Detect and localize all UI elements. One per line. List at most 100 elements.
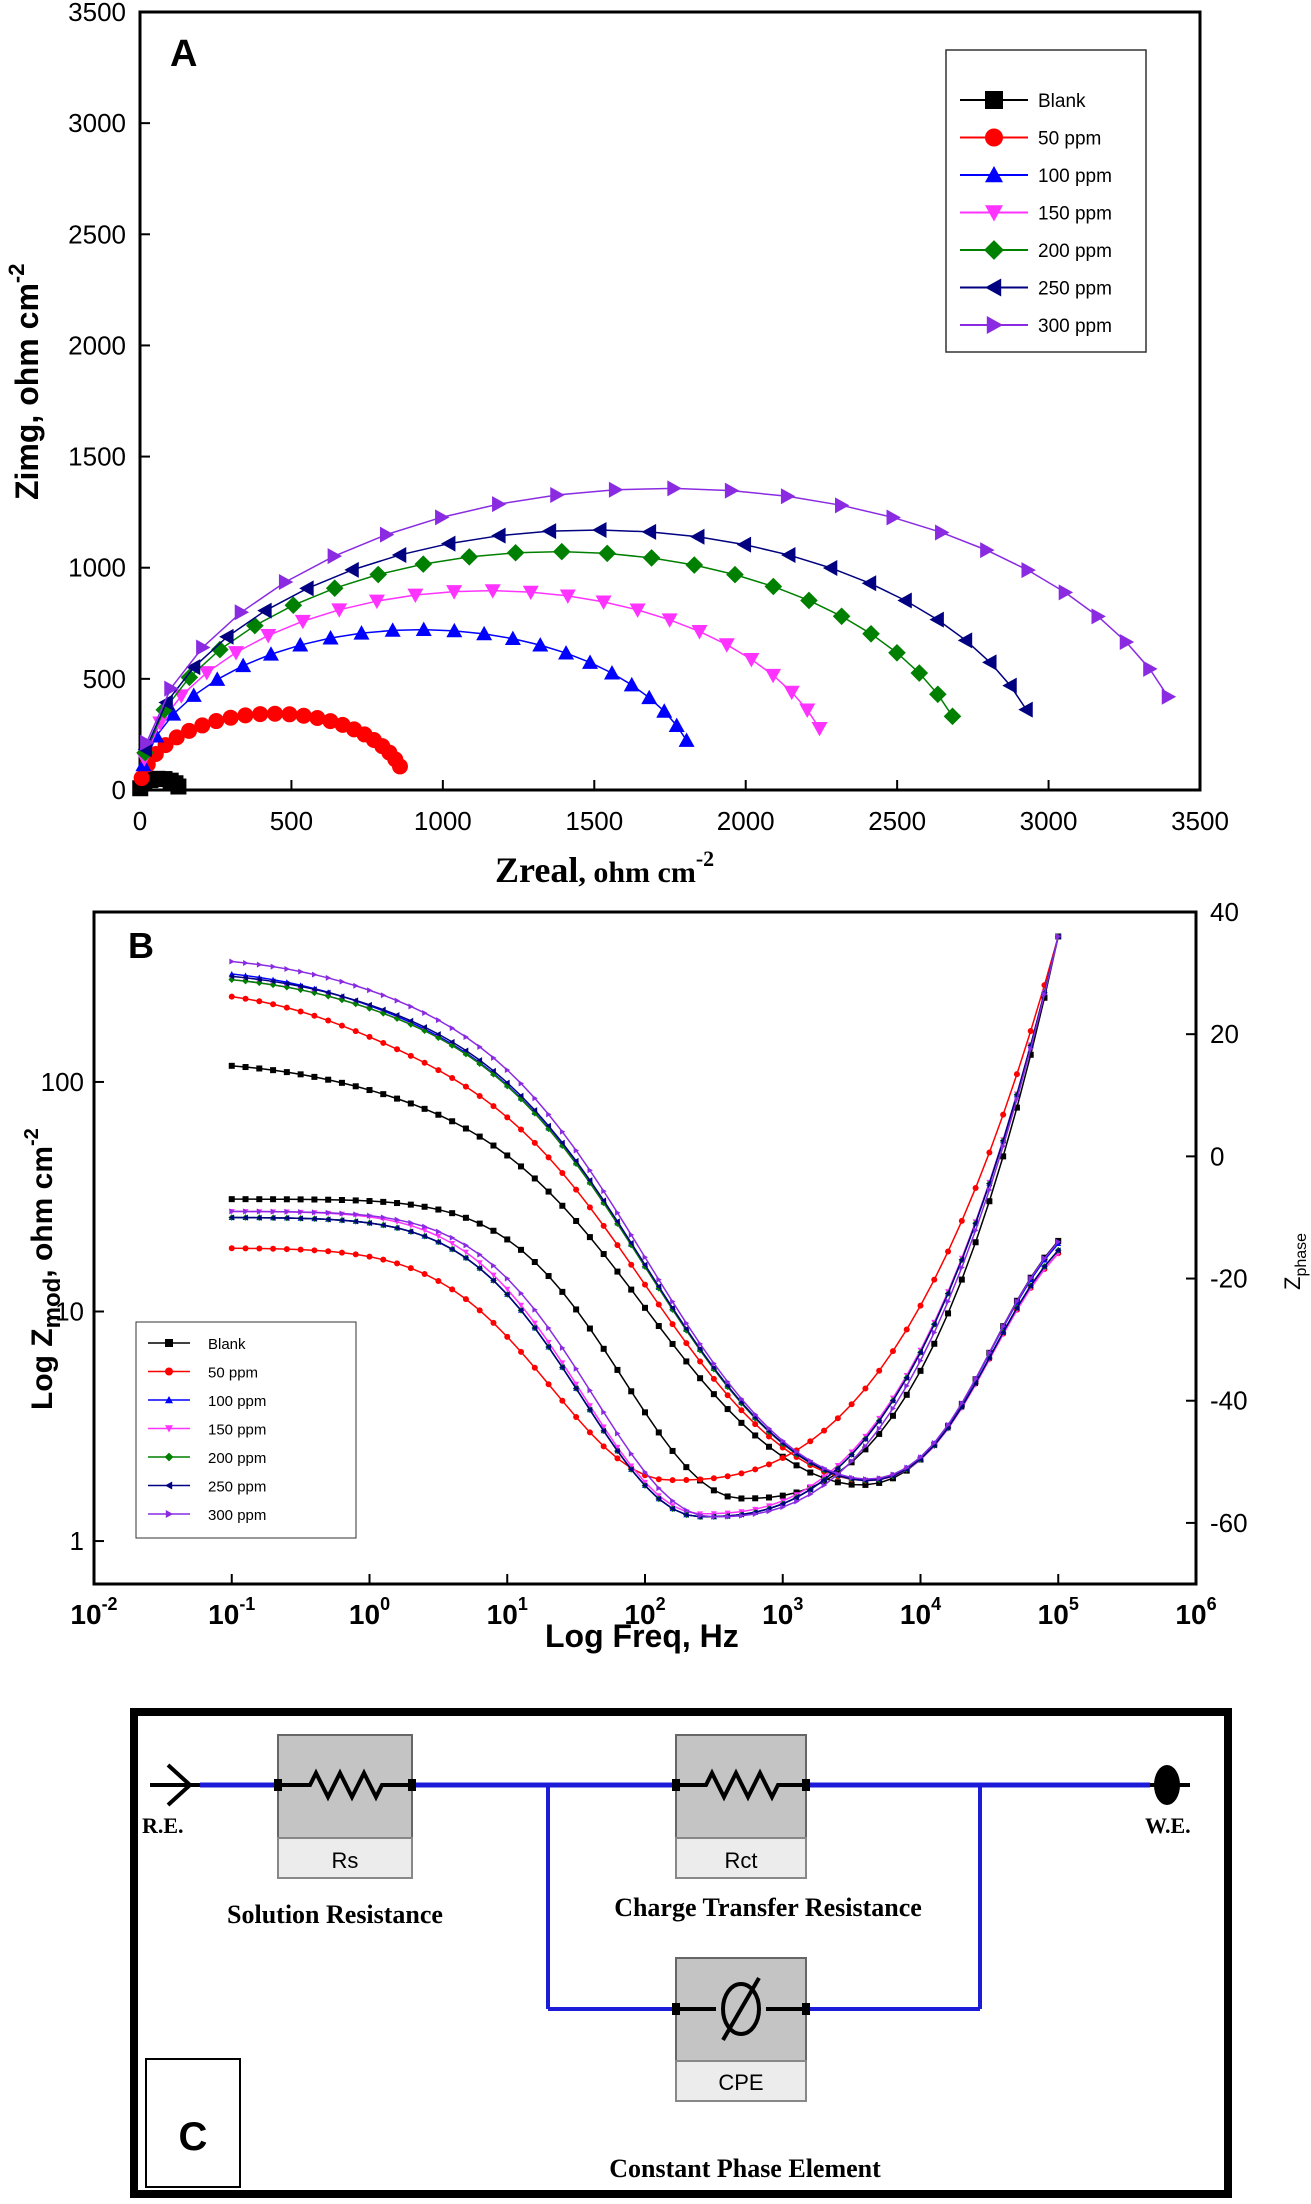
panel-a-legend-marker [985,128,1003,147]
panel-b-right-y-axis-label: Zphase [1280,1233,1310,1290]
panel-b-phase-point [945,1248,952,1255]
panel-b-phase-point [628,1388,635,1395]
panel-a-data-point [532,637,549,652]
panel-b-modulus-point [890,1471,896,1478]
panel-b-phase-point [559,1288,566,1295]
panel-b-modulus-point [711,1360,717,1367]
panel-b-modulus-point [724,1392,731,1399]
panel-b-phase-point [518,1246,525,1253]
panel-b-phase-point [338,1249,345,1256]
panel-b-modulus-point [256,979,263,987]
panel-b-phase-point [435,1233,442,1240]
panel-b-phase-point [518,1290,525,1297]
panel-a-legend-label: 150 ppm [1038,204,1112,225]
panel-a-data-point [237,707,254,724]
panel-b-phase-point [628,1466,634,1473]
panel-a-x-label-main: Zreal [495,850,578,890]
panel-a-data-point [219,628,234,645]
panel-b-phase-point [669,1477,676,1484]
panel-b-phase-point [352,1218,359,1225]
panel-b-modulus-point [353,982,359,989]
rs-right-terminal [408,1779,416,1791]
panel-b-phase-point [476,1265,483,1272]
panel-b-modulus-point [476,1092,483,1099]
panel-b-legend-marker [165,1367,173,1376]
panel-a-x-label-sup: -2 [696,846,714,871]
panel-b-phase-point [586,1429,593,1436]
panel-b-phase-point [807,1491,814,1498]
panel-b-legend-marker [165,1425,173,1433]
panel-b-phase-point [311,1196,318,1203]
panel-b-phase-point [477,1251,483,1258]
panel-b-phase-point [352,1251,359,1258]
panel-b-phase-point [683,1464,690,1471]
panel-a-data-point [811,721,828,737]
cpe-element[interactable]: CPE [672,1957,810,2102]
panel-a-data-point [724,482,740,499]
panel-b-phase-point [366,1253,373,1260]
panel-a-data-point [168,729,185,746]
panel-b-modulus-point [973,1375,979,1382]
panel-b-modulus-point [284,965,290,972]
panel-b-phase-point [931,1340,938,1347]
panel-a-data-point [295,707,312,724]
panel-b-modulus-point [338,1079,345,1086]
panel-b-phase-point [270,1208,277,1215]
panel-a-x-tick-label: 3500 [1171,806,1229,836]
panel-b-modulus-point [1000,1329,1006,1336]
panel-b-phase-point [986,1186,993,1193]
panel-b-phase-point [394,1216,401,1223]
panel-b-modulus-point [586,1177,593,1184]
panel-a-data-point [460,548,479,566]
panel-b-modulus-point [545,1122,551,1129]
panel-b-phase-point [614,1455,621,1462]
rs-element[interactable]: Rs [274,1734,416,1879]
panel-b-modulus-point [738,1419,745,1426]
panel-b-phase-point [394,1224,400,1231]
panel-b-modulus-point [931,1439,938,1446]
panel-b-modulus-point [766,1425,772,1432]
panel-b-phase-point [283,1215,290,1222]
panel-a-x-tick-label: 500 [270,806,313,836]
panel-b-phase-point [297,1246,304,1253]
panel-b-phase-point [435,1228,442,1235]
panel-b-phase-point [531,1259,538,1266]
panel-a-data-point [781,547,796,564]
panel-a-data-point [281,706,298,723]
panel-b-phase-point [849,1458,855,1465]
panel-b-phase-point [463,1242,469,1249]
panel-b-phase-point [586,1403,593,1409]
panel-a-data-point [800,591,818,610]
panel-b-phase-point [903,1391,910,1398]
panel-a-data-point [832,607,851,626]
panel-b-modulus-point [600,1222,607,1229]
panel-b-series [228,933,1062,1521]
panel-a-data-point [435,509,450,526]
panel-b-modulus-point [710,1391,717,1398]
panel-b-phase-point [462,1254,469,1261]
panel-b-phase-point [752,1511,759,1518]
panel-b-modulus-point [739,1395,745,1402]
panel-b-right-y-label-sub: phase [1293,1233,1310,1277]
panel-a-data-point [391,546,407,563]
panel-a-data-point [743,652,760,668]
panel-b-phase-point [876,1367,883,1374]
panel-b-modulus-point [462,1125,469,1132]
rct-element[interactable]: Rct [672,1734,810,1879]
panel-b-phase-point [586,1406,593,1413]
panel-b-phase-point [683,1507,690,1514]
panel-b-left-y-tick-label: 10 [55,1297,84,1327]
panel-a-y-tick-label: 1500 [68,442,126,472]
panel-b-modulus-point [710,1364,717,1371]
panel-b-modulus-point [958,1403,965,1410]
panel-b-modulus-point [559,1169,566,1176]
panel-b-legend-label: 100 ppm [208,1393,266,1410]
panel-a-data-point [736,536,752,553]
panel-b-phase-point [380,1222,386,1229]
panel-a-data-point [558,645,575,660]
panel-b-phase-point [380,1256,387,1263]
panel-b-phase-point [766,1508,772,1515]
panel-b-modulus-point [918,1454,924,1461]
panel-b-modulus-point [752,1432,759,1439]
panel-b-phase-point [449,1246,455,1253]
